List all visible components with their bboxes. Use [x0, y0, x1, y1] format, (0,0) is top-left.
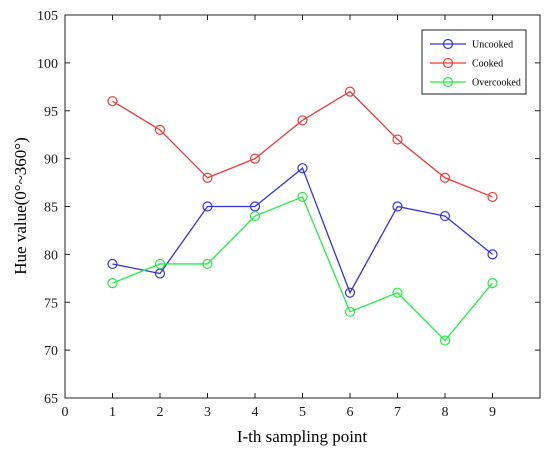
- data-point-cooked: [487, 191, 498, 203]
- data-point-overcooked: [439, 335, 451, 346]
- data-point-cooked: [154, 124, 166, 135]
- data-point-overcooked: [392, 287, 403, 298]
- y-tick-label: 70: [44, 344, 58, 359]
- x-tick-label: 1: [109, 405, 116, 420]
- data-point-uncooked: [439, 210, 451, 222]
- y-tick-label: 85: [44, 201, 58, 216]
- series-layer: [107, 86, 498, 346]
- data-point-overcooked: [154, 258, 166, 270]
- legend-marker: [442, 38, 454, 50]
- data-point-uncooked: [487, 249, 498, 260]
- data-point-cooked: [297, 115, 308, 126]
- data-point-cooked: [107, 96, 118, 107]
- legend-label: Overcooked: [472, 78, 521, 89]
- y-tick-label: 90: [44, 153, 58, 168]
- x-tick-label: 2: [157, 405, 164, 420]
- data-point-uncooked: [202, 201, 213, 212]
- y-tick-label: 75: [44, 296, 58, 311]
- x-axis-label: I-th sampling point: [237, 427, 368, 446]
- x-tick-label: 7: [394, 405, 401, 420]
- x-tick-label: 4: [252, 405, 259, 420]
- y-tick-label: 95: [44, 105, 58, 120]
- x-tick-label: 8: [442, 405, 449, 420]
- legend-label: Cooked: [472, 59, 503, 70]
- series-line-uncooked: [112, 167, 493, 295]
- data-point-overcooked: [107, 278, 118, 289]
- data-point-cooked: [344, 86, 356, 97]
- y-axis-label: Hue value(0°~360°): [11, 137, 30, 275]
- data-point-uncooked: [107, 258, 118, 270]
- y-tick-label: 100: [37, 57, 58, 72]
- y-tick-label: 65: [44, 392, 58, 407]
- x-tick-label: 5: [299, 405, 306, 420]
- data-point-cooked: [439, 172, 451, 183]
- legend-box: [421, 29, 527, 95]
- x-tick-label: 9: [489, 405, 496, 420]
- data-point-cooked: [249, 153, 261, 164]
- x-tick-label: 6: [347, 405, 354, 420]
- data-point-overcooked: [202, 258, 213, 270]
- data-point-overcooked: [249, 210, 261, 222]
- x-tick-label: 0: [62, 405, 69, 420]
- data-point-overcooked: [487, 278, 498, 289]
- y-tick-label: 80: [44, 248, 58, 263]
- x-axis-ticks: 0 1 2 3 4 5 6 7 8 9: [62, 15, 541, 420]
- data-point-uncooked: [392, 201, 403, 212]
- legend-marker: [442, 76, 454, 88]
- data-point-overcooked: [297, 191, 308, 203]
- legend-marker: [442, 57, 454, 69]
- series-line-overcooked: [112, 196, 494, 342]
- legend: Uncooked Cooked Overcooked: [421, 29, 527, 95]
- x-tick-label: 3: [204, 405, 211, 420]
- y-tick-label: 105: [37, 9, 58, 24]
- data-point-uncooked: [344, 287, 356, 298]
- series-line-cooked: [112, 90, 493, 198]
- data-point-cooked: [202, 172, 213, 183]
- legend-label: Uncooked: [472, 40, 513, 51]
- y-axis-ticks: 65 70 75 80 85 90 95 100 105: [37, 9, 540, 407]
- data-point-overcooked: [344, 306, 356, 317]
- data-point-uncooked: [297, 163, 308, 174]
- data-point-cooked: [392, 134, 403, 145]
